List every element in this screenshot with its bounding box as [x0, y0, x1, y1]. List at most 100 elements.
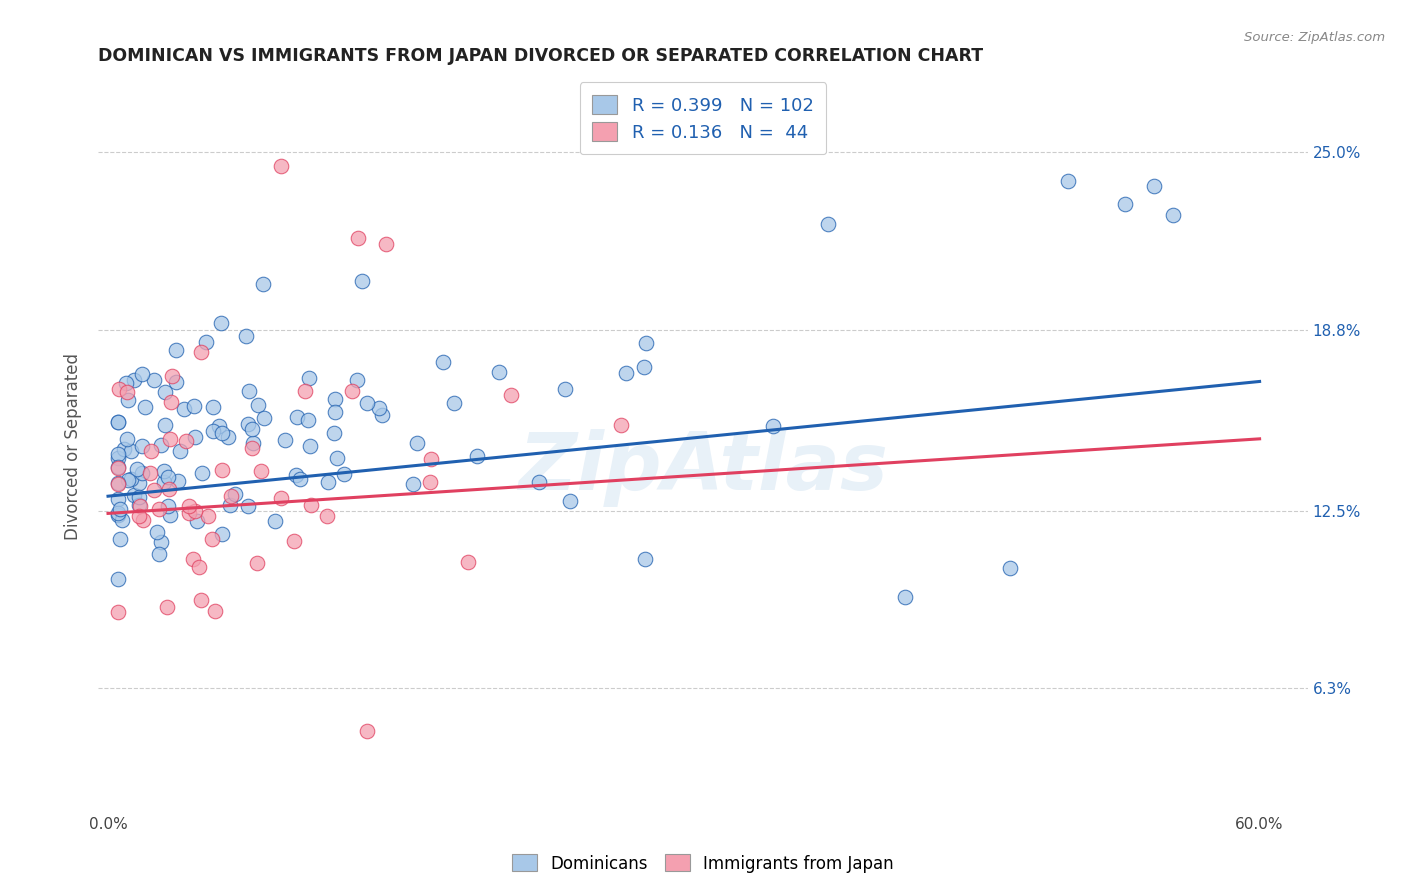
- Point: [142, 483, 165, 497]
- Point: [107, 450, 129, 465]
- Point: [208, 419, 231, 434]
- Point: [129, 499, 152, 513]
- Point: [117, 474, 139, 488]
- Point: [252, 277, 274, 292]
- Point: [609, 418, 631, 433]
- Point: [159, 394, 181, 409]
- Point: [150, 535, 173, 549]
- Y-axis label: Divorced or Separated: Divorced or Separated: [65, 352, 83, 540]
- Point: [112, 442, 135, 457]
- Point: [149, 438, 172, 452]
- Point: [120, 472, 142, 486]
- Point: [218, 498, 240, 512]
- Point: [167, 475, 190, 489]
- Point: [245, 556, 267, 570]
- Point: [197, 509, 219, 524]
- Point: [356, 396, 378, 410]
- Point: [128, 476, 150, 491]
- Point: [294, 384, 316, 398]
- Point: [998, 561, 1021, 575]
- Point: [288, 472, 311, 486]
- Point: [107, 446, 129, 460]
- Point: [614, 366, 637, 380]
- Point: [190, 345, 212, 359]
- Point: [145, 525, 167, 540]
- Point: [285, 468, 308, 483]
- Point: [159, 508, 181, 522]
- Point: [333, 467, 356, 481]
- Point: [162, 368, 184, 383]
- Point: [488, 365, 510, 379]
- Point: [115, 432, 138, 446]
- Point: [253, 410, 276, 425]
- Point: [132, 513, 155, 527]
- Point: [1161, 208, 1184, 222]
- Point: [131, 440, 153, 454]
- Point: [195, 335, 218, 350]
- Point: [323, 426, 346, 441]
- Point: [165, 375, 187, 389]
- Point: [283, 534, 305, 549]
- Point: [211, 426, 233, 441]
- Point: [634, 335, 657, 350]
- Point: [326, 450, 349, 465]
- Point: [107, 416, 129, 430]
- Point: [443, 396, 465, 410]
- Point: [1056, 174, 1078, 188]
- Point: [356, 724, 378, 739]
- Point: [159, 433, 181, 447]
- Point: [242, 436, 264, 450]
- Point: [240, 441, 263, 455]
- Point: [402, 476, 425, 491]
- Point: [499, 387, 522, 401]
- Point: [371, 408, 394, 422]
- Point: [181, 552, 204, 566]
- Point: [346, 231, 368, 245]
- Point: [224, 487, 246, 501]
- Legend: Dominicans, Immigrants from Japan: Dominicans, Immigrants from Japan: [506, 847, 900, 880]
- Point: [274, 433, 297, 447]
- Point: [342, 384, 364, 399]
- Point: [115, 385, 138, 400]
- Point: [183, 400, 205, 414]
- Point: [177, 499, 200, 513]
- Point: [457, 555, 479, 569]
- Point: [405, 436, 427, 450]
- Point: [107, 572, 129, 586]
- Point: [184, 430, 207, 444]
- Point: [560, 494, 582, 508]
- Point: [633, 360, 655, 375]
- Point: [143, 373, 166, 387]
- Text: Source: ZipAtlas.com: Source: ZipAtlas.com: [1244, 31, 1385, 45]
- Point: [316, 475, 339, 489]
- Point: [236, 499, 259, 513]
- Point: [128, 509, 150, 524]
- Point: [122, 488, 145, 502]
- Point: [131, 466, 153, 480]
- Point: [139, 466, 162, 480]
- Point: [190, 592, 212, 607]
- Point: [893, 590, 915, 604]
- Point: [187, 559, 209, 574]
- Point: [107, 461, 129, 475]
- Point: [634, 552, 657, 566]
- Point: [368, 401, 391, 415]
- Point: [152, 475, 174, 490]
- Point: [173, 402, 195, 417]
- Point: [297, 413, 319, 427]
- Point: [238, 384, 260, 399]
- Point: [211, 526, 233, 541]
- Point: [527, 475, 550, 489]
- Text: DOMINICAN VS IMMIGRANTS FROM JAPAN DIVORCED OR SEPARATED CORRELATION CHART: DOMINICAN VS IMMIGRANTS FROM JAPAN DIVOR…: [98, 47, 984, 65]
- Point: [128, 490, 150, 504]
- Point: [375, 236, 398, 251]
- Point: [201, 532, 224, 546]
- Point: [323, 392, 346, 406]
- Point: [201, 424, 224, 438]
- Point: [108, 502, 131, 516]
- Point: [204, 604, 226, 618]
- Point: [315, 508, 337, 523]
- Text: ZipAtlas: ZipAtlas: [517, 429, 889, 507]
- Point: [155, 599, 177, 614]
- Legend: R = 0.399   N = 102, R = 0.136   N =  44: R = 0.399 N = 102, R = 0.136 N = 44: [579, 82, 827, 154]
